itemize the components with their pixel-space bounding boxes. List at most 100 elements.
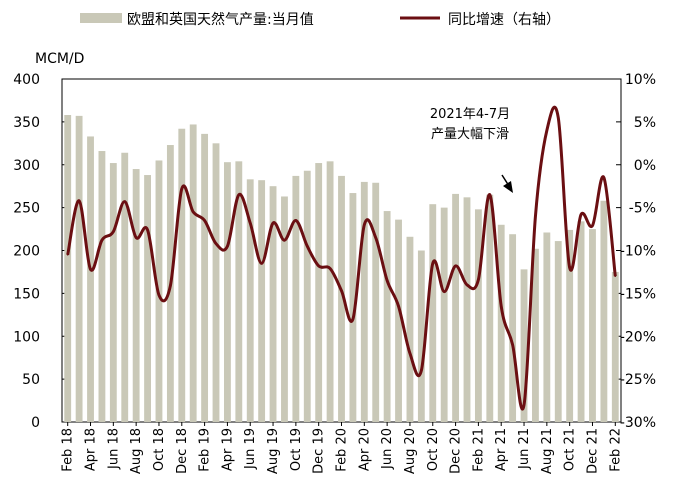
line-point-39	[511, 344, 514, 346]
bar-48	[611, 271, 619, 422]
line-point-6	[135, 236, 137, 239]
bar-2	[87, 136, 94, 422]
x-axis: Feb 18 Apr 18 Jun 18 Aug 18 Oct 18 Dec 18 Feb …	[61, 422, 623, 474]
bar-40	[520, 269, 528, 422]
bar-32	[429, 204, 437, 422]
x-tick-label: Apr 18	[84, 428, 99, 471]
left-tick-label: 300	[13, 158, 40, 174]
line-point-5	[123, 200, 126, 203]
line-point-26	[363, 223, 366, 226]
line-point-24	[340, 290, 343, 292]
x-tick-label: Feb 18	[61, 428, 76, 472]
line-point-15	[238, 193, 240, 196]
x-tick-label: Oct 20	[426, 428, 441, 471]
line-point-22	[317, 265, 320, 267]
bar-39	[509, 234, 517, 422]
annotation-line2: 产量大幅下滑	[431, 127, 509, 142]
bar-16	[246, 179, 254, 422]
line-point-48	[614, 275, 617, 278]
bar-27	[372, 182, 380, 422]
line-point-19	[283, 239, 286, 242]
left-tick-label: 200	[13, 244, 40, 260]
bar-30	[406, 236, 414, 422]
x-tick-label: Jun 19	[243, 428, 258, 470]
right-axis: -30% -25% -20% -15% -10% -5% 0% 5% 10%	[616, 72, 656, 431]
line-point-16	[249, 222, 252, 224]
line-point-43	[557, 116, 560, 119]
x-tick-label: Jun 18	[106, 428, 121, 470]
line-point-41	[534, 215, 537, 217]
yoy-growth-line	[66, 105, 617, 411]
x-tick-label: Dec 21	[585, 428, 600, 474]
line-point-35	[466, 284, 468, 286]
bar-47	[600, 200, 608, 422]
bar-17	[258, 180, 266, 422]
right-tick-label: -10%	[620, 244, 656, 260]
right-tick-label: -25%	[620, 372, 656, 388]
bar-46	[589, 229, 596, 422]
line-point-32	[431, 262, 434, 265]
bar-series	[64, 115, 619, 423]
bar-44	[566, 229, 574, 422]
bar-21	[303, 170, 311, 422]
line-point-40	[523, 404, 525, 406]
bar-14	[224, 162, 231, 422]
line-point-17	[260, 262, 263, 265]
left-tick-label: 50	[22, 372, 40, 388]
bar-0	[64, 115, 72, 422]
line-point-44	[568, 266, 571, 269]
line-point-45	[580, 213, 582, 216]
line-point-13	[215, 242, 217, 245]
line-point-1	[78, 199, 80, 202]
line-point-10	[180, 187, 183, 190]
legend: 欧盟和英国天然气产量:当月值 同比增速（右轴）	[80, 11, 560, 28]
left-tick-label: 150	[13, 286, 40, 302]
line-series	[66, 105, 617, 411]
annotation-line1: 2021年4-7月	[430, 107, 510, 122]
line-point-0	[66, 253, 69, 256]
x-tick-label: Apr 20	[357, 428, 372, 471]
left-tick-label: 0	[31, 415, 40, 431]
bar-24	[338, 175, 345, 422]
bar-31	[417, 250, 425, 422]
line-point-25	[352, 318, 354, 320]
left-axis-unit-label: MCM/D	[35, 51, 84, 67]
line-point-18	[272, 222, 274, 224]
right-tick-label: -15%	[620, 286, 656, 302]
x-tick-label: Dec 20	[449, 428, 464, 474]
left-tick-label: 100	[13, 329, 40, 345]
right-tick-label: 0%	[634, 158, 656, 174]
bar-1	[75, 115, 83, 423]
left-tick-label: 350	[13, 115, 40, 131]
bar-5	[121, 152, 129, 422]
line-point-28	[386, 279, 388, 282]
line-point-34	[454, 265, 457, 267]
bar-22	[315, 163, 323, 423]
line-point-30	[409, 352, 411, 355]
line-point-2	[89, 268, 92, 271]
left-axis: 0 50 100 150 200 250 300 350 400	[13, 72, 67, 431]
line-point-20	[295, 219, 297, 222]
bar-29	[395, 219, 402, 422]
x-tick-label: Dec 18	[175, 428, 190, 474]
line-point-21	[306, 245, 309, 248]
x-tick-label: Feb 21	[471, 428, 486, 472]
bar-7	[144, 175, 151, 422]
bar-19	[281, 196, 288, 422]
bar-25	[349, 193, 357, 422]
annotation: 2021年4-7月 产量大幅下滑	[430, 107, 513, 193]
bar-34	[452, 193, 459, 422]
bar-45	[577, 221, 585, 422]
line-point-47	[603, 176, 605, 179]
x-tick-label: Apr 21	[494, 428, 509, 471]
legend-line-label: 同比增速（右轴）	[448, 12, 560, 28]
bar-38	[497, 224, 505, 422]
x-tick-label: Aug 18	[129, 428, 144, 474]
x-tick-label: Jun 21	[517, 428, 532, 470]
line-point-37	[489, 193, 491, 196]
x-tick-label: Aug 20	[403, 428, 418, 474]
x-tick-label: Apr 19	[220, 428, 235, 471]
left-tick-label: 250	[13, 201, 40, 217]
line-point-46	[591, 224, 594, 227]
